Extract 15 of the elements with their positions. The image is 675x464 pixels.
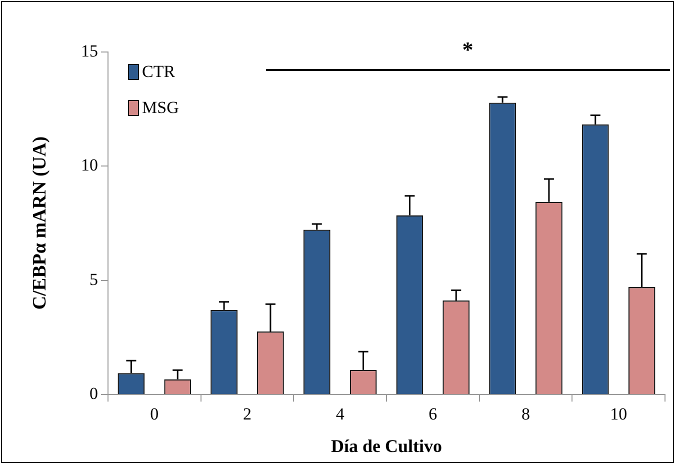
legend-label: CTR	[142, 62, 176, 82]
x-tick-label: 8	[522, 404, 530, 424]
y-axis-title: C/EBPα mARN (UA)	[29, 136, 52, 310]
x-axis-title: Día de Cultivo	[331, 436, 442, 457]
y-tick-label: 0	[90, 384, 98, 404]
y-tick-label: 15	[81, 41, 98, 60]
y-tick-label: 10	[81, 156, 98, 175]
x-tick-label: 0	[150, 404, 159, 424]
legend-label: MSG	[142, 98, 179, 118]
x-tick-label: 4	[336, 404, 345, 424]
x-tick-label: 10	[610, 404, 628, 424]
x-tick-label: 6	[428, 404, 438, 424]
annotation: *	[462, 37, 474, 63]
x-tick-label: 2	[243, 404, 252, 424]
y-tick-label: 5	[90, 270, 98, 289]
